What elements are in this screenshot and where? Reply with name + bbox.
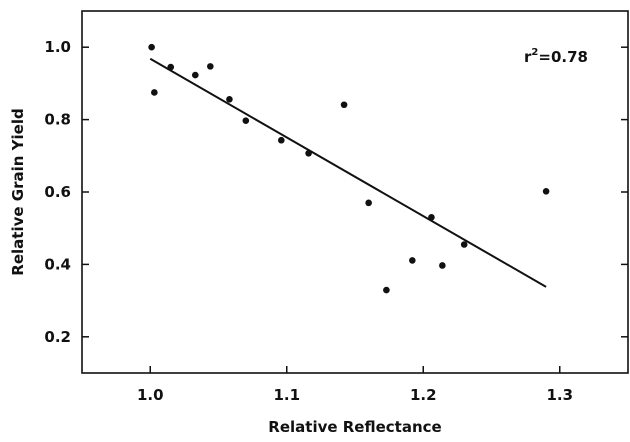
- data-point: [439, 262, 446, 269]
- data-point: [151, 89, 158, 96]
- data-point: [305, 149, 312, 157]
- data-point: [428, 214, 435, 221]
- data-point: [148, 43, 155, 51]
- regression-line-group: [149, 57, 547, 288]
- data-point: [167, 63, 175, 71]
- data-point: [191, 71, 199, 79]
- annotation-prefix: r: [524, 48, 532, 66]
- y-axis-title: Relative Grain Yield: [9, 108, 27, 275]
- y-tick-label: 1.0: [44, 38, 71, 56]
- data-point: [460, 241, 468, 248]
- y-tick-label: 0.6: [44, 183, 71, 201]
- data-points: [148, 43, 550, 294]
- y-axis-ticks: 0.2 0.4 0.6 0.8 1.0: [44, 38, 628, 346]
- x-tick-label: 1.2: [410, 386, 437, 404]
- x-tick-label: 1.3: [546, 386, 573, 404]
- data-point: [409, 257, 416, 264]
- data-point: [542, 187, 550, 195]
- x-axis-title: Relative Reflectance: [268, 418, 441, 436]
- data-point: [383, 286, 390, 294]
- annotation-superscript: 2: [531, 47, 538, 58]
- data-point: [226, 96, 233, 103]
- annotation-r-squared: r2=0.78: [524, 47, 588, 66]
- regression-line: [149, 57, 547, 288]
- y-tick-label: 0.4: [44, 255, 71, 273]
- x-axis-ticks: 1.0 1.1 1.2 1.3: [137, 366, 573, 404]
- y-tick-label: 0.8: [44, 111, 71, 129]
- data-point: [365, 199, 372, 207]
- y-tick-label: 0.2: [44, 328, 71, 346]
- data-point: [277, 136, 285, 144]
- data-point: [242, 117, 250, 124]
- data-point: [207, 63, 214, 70]
- x-tick-label: 1.0: [137, 386, 164, 404]
- data-point: [340, 101, 348, 109]
- x-tick-label: 1.1: [273, 386, 300, 404]
- annotation-suffix: =0.78: [538, 48, 588, 66]
